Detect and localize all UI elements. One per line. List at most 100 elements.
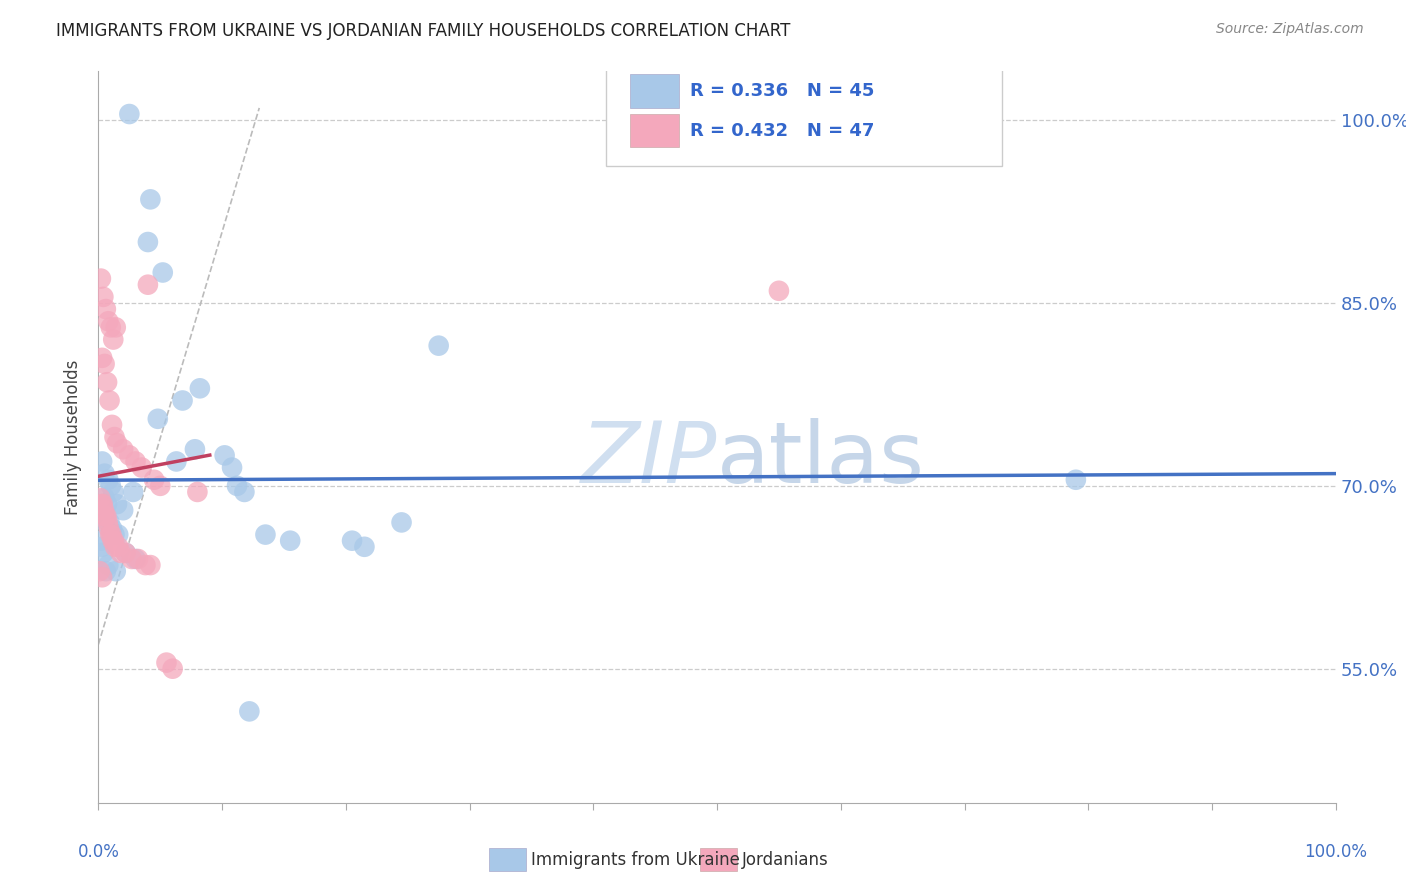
Point	[127, 552, 149, 566]
Point	[94, 516, 117, 530]
Point	[94, 564, 117, 578]
Point	[107, 540, 129, 554]
Point	[124, 552, 146, 566]
Text: R = 0.432   N = 47: R = 0.432 N = 47	[690, 121, 875, 140]
Text: 0.0%: 0.0%	[77, 843, 120, 861]
Point	[97, 521, 120, 535]
Text: 100.0%: 100.0%	[1305, 843, 1367, 861]
Point	[139, 558, 162, 573]
Point	[98, 516, 121, 530]
Point	[136, 235, 159, 249]
Point	[91, 351, 114, 365]
FancyBboxPatch shape	[630, 114, 679, 147]
Point	[97, 516, 120, 530]
Point	[96, 376, 118, 390]
Point	[121, 552, 143, 566]
Point	[131, 460, 153, 475]
Point	[105, 436, 128, 450]
Point	[1064, 473, 1087, 487]
Point	[186, 485, 208, 500]
Point	[93, 357, 115, 371]
Point	[353, 540, 375, 554]
Text: R = 0.336   N = 45: R = 0.336 N = 45	[690, 82, 875, 100]
Point	[152, 266, 174, 280]
Point	[118, 107, 141, 121]
Point	[94, 301, 117, 317]
Text: Jordanians: Jordanians	[742, 851, 830, 869]
FancyBboxPatch shape	[630, 74, 679, 108]
Point	[124, 454, 146, 468]
Point	[103, 527, 125, 541]
Point	[134, 558, 156, 573]
Point	[93, 503, 115, 517]
Point	[278, 533, 301, 548]
Point	[103, 485, 125, 500]
Point	[107, 527, 129, 541]
Point	[96, 497, 118, 511]
Point	[214, 449, 236, 463]
Point	[122, 485, 145, 500]
Point	[91, 497, 114, 511]
Point	[96, 509, 118, 524]
Point	[110, 546, 132, 560]
Point	[93, 546, 115, 560]
FancyBboxPatch shape	[606, 57, 1001, 167]
Y-axis label: Family Households: Family Households	[65, 359, 83, 515]
Point	[165, 454, 187, 468]
Point	[136, 277, 159, 292]
Point	[100, 320, 122, 334]
Point	[90, 497, 112, 511]
Point	[100, 527, 122, 541]
Point	[104, 564, 127, 578]
Point	[172, 393, 194, 408]
Point	[90, 271, 112, 285]
Point	[139, 193, 162, 207]
Point	[188, 381, 211, 395]
Point	[155, 656, 177, 670]
Point	[90, 533, 112, 548]
Point	[233, 485, 256, 500]
Point	[221, 460, 243, 475]
Point	[101, 521, 124, 535]
Point	[97, 558, 120, 573]
Point	[97, 473, 120, 487]
Point	[143, 473, 166, 487]
Point	[104, 540, 127, 554]
Point	[98, 393, 121, 408]
Point	[93, 509, 115, 524]
Point	[89, 564, 111, 578]
Point	[114, 546, 136, 560]
Text: ZIP: ZIP	[581, 417, 717, 500]
Point	[101, 417, 124, 432]
Point	[391, 516, 413, 530]
Point	[162, 662, 184, 676]
Point	[93, 467, 115, 481]
Point	[93, 491, 115, 505]
Point	[112, 442, 135, 457]
Point	[97, 314, 120, 328]
Point	[103, 533, 125, 548]
Point	[93, 290, 115, 304]
Point	[105, 497, 128, 511]
Point	[340, 533, 363, 548]
Text: atlas: atlas	[717, 417, 925, 500]
Point	[149, 479, 172, 493]
Point	[101, 533, 124, 548]
Text: Immigrants from Ukraine: Immigrants from Ukraine	[531, 851, 741, 869]
Text: IMMIGRANTS FROM UKRAINE VS JORDANIAN FAMILY HOUSEHOLDS CORRELATION CHART: IMMIGRANTS FROM UKRAINE VS JORDANIAN FAM…	[56, 22, 790, 40]
Point	[98, 527, 121, 541]
Point	[768, 284, 790, 298]
Point	[184, 442, 207, 457]
Point	[103, 430, 125, 444]
Point	[103, 333, 125, 347]
Point	[104, 320, 127, 334]
Point	[94, 509, 117, 524]
Point	[238, 705, 260, 719]
Point	[91, 454, 114, 468]
Point	[427, 339, 450, 353]
Point	[89, 491, 111, 505]
Text: Source: ZipAtlas.com: Source: ZipAtlas.com	[1216, 22, 1364, 37]
Point	[118, 449, 141, 463]
Point	[254, 527, 277, 541]
Point	[91, 540, 114, 554]
